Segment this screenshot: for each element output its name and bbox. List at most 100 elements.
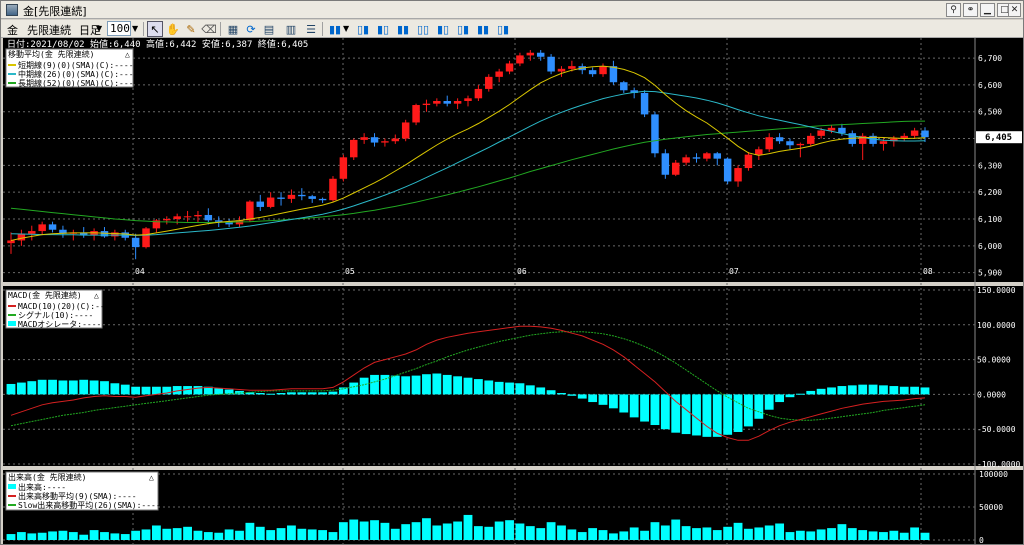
axes-layer: 6,7006,6006,5006,4006,3006,2006,1006,000… bbox=[135, 54, 1022, 544]
volume-axis-tick: 0 bbox=[979, 536, 984, 544]
macd-oscillator-bar bbox=[692, 394, 701, 436]
item-label[interactable]: 金 bbox=[7, 24, 18, 37]
contract-label[interactable]: 先限連続 bbox=[27, 24, 71, 37]
indicator-dropdown-icon[interactable]: ▼ bbox=[343, 24, 350, 33]
macd-oscillator-bar bbox=[588, 394, 598, 403]
volume-bar bbox=[889, 530, 899, 540]
candle-body bbox=[505, 63, 514, 72]
bars-icon-5[interactable]: ▮▯ bbox=[436, 22, 450, 36]
volume-bar bbox=[598, 530, 608, 540]
volume-bar bbox=[588, 528, 598, 540]
volume-bar bbox=[370, 520, 379, 540]
bars-icon-8[interactable]: ▯▮ bbox=[496, 22, 510, 36]
bars-icon-3[interactable]: ▮▮ bbox=[396, 22, 410, 36]
candle-body bbox=[557, 68, 566, 72]
collapse-triangle-icon[interactable]: △ bbox=[125, 50, 130, 59]
legend-volume: 出来高:---- bbox=[18, 482, 66, 492]
volume-bar bbox=[640, 530, 649, 540]
bars-icon-1[interactable]: ▯▮ bbox=[356, 22, 370, 36]
macd-oscillator-bar bbox=[536, 387, 546, 395]
volume-bar bbox=[27, 533, 37, 540]
macd-oscillator-bar bbox=[58, 380, 68, 395]
toolbar-separator bbox=[143, 22, 144, 36]
macd-oscillator-bar bbox=[432, 373, 442, 395]
bars-icon-2[interactable]: ▮▯ bbox=[376, 22, 390, 36]
macd-oscillator-bar bbox=[619, 394, 629, 413]
candle-body bbox=[443, 101, 451, 104]
grid-icon[interactable]: ▤ bbox=[263, 22, 275, 36]
macd-oscillator-bar bbox=[702, 394, 712, 437]
hand-icon[interactable]: ✋ bbox=[166, 22, 180, 36]
volume-bar bbox=[754, 527, 764, 540]
period-dropdown-icon[interactable]: ▼ bbox=[96, 24, 103, 33]
period-label[interactable]: 日足 bbox=[79, 24, 101, 37]
candle-body bbox=[474, 88, 483, 99]
bars-icon-4[interactable]: ▯▯ bbox=[416, 22, 430, 36]
candle-body bbox=[256, 201, 265, 207]
count-dropdown-icon[interactable]: ▼ bbox=[132, 24, 139, 33]
indicator-bars-icon[interactable]: ▮▮ bbox=[328, 22, 342, 36]
volume-legend: 出来高(金 先限連続) △ 出来高:---- 出来高移動平均(9)(SMA):-… bbox=[5, 471, 161, 511]
collapse-triangle-icon[interactable]: △ bbox=[94, 291, 99, 300]
pin-icon[interactable]: ⚲ bbox=[946, 3, 961, 17]
candle-body bbox=[775, 137, 784, 142]
candle-body bbox=[214, 220, 223, 222]
bar-count-input[interactable] bbox=[107, 21, 131, 36]
eraser-icon[interactable]: ⌫ bbox=[201, 22, 217, 36]
bars-icon-7[interactable]: ▮▮ bbox=[476, 22, 490, 36]
toolbar-separator bbox=[220, 22, 221, 36]
candle-body bbox=[485, 76, 493, 89]
candle-body bbox=[827, 127, 836, 131]
candle-body bbox=[651, 114, 659, 154]
legend-volume-ma: 出来高移動平均(9)(SMA):---- bbox=[18, 491, 137, 501]
chart-settings-icon[interactable]: ▦ bbox=[227, 22, 239, 36]
candle-body bbox=[755, 149, 763, 155]
list-icon[interactable]: ☰ bbox=[306, 22, 316, 36]
volume-bar bbox=[723, 526, 733, 540]
pencil-icon[interactable]: ✎ bbox=[186, 22, 196, 36]
candle-body bbox=[79, 232, 88, 236]
candle-body bbox=[287, 194, 296, 199]
ma-mid-line bbox=[10, 90, 926, 236]
price-legend: 移動平均(金 先限連続) △ 短期線(9)(0)(SMA)(C):---- 中期… bbox=[5, 48, 138, 88]
candle-body bbox=[682, 157, 690, 163]
candle-body bbox=[412, 105, 420, 123]
candle-body bbox=[339, 157, 348, 179]
macd-oscillator-bar bbox=[16, 382, 26, 395]
candle-body bbox=[838, 127, 846, 134]
candle-body bbox=[7, 240, 15, 244]
bars-icon-6[interactable]: ▯▮ bbox=[456, 22, 470, 36]
candle-body bbox=[266, 197, 275, 207]
refresh-icon[interactable]: ⟳ bbox=[246, 22, 256, 36]
volume-bar bbox=[287, 525, 296, 540]
candle-body bbox=[723, 158, 732, 182]
macd-oscillator-bar bbox=[37, 379, 47, 395]
volume-bar bbox=[58, 530, 68, 540]
collapse-triangle-icon[interactable]: △ bbox=[149, 473, 154, 482]
candle-body bbox=[807, 135, 815, 144]
candle-body bbox=[453, 101, 462, 104]
chart-area[interactable]: 6,7006,6006,5006,4006,3006,2006,1006,000… bbox=[3, 38, 1023, 544]
volume-bar bbox=[318, 530, 328, 540]
x-axis-tick: 07 bbox=[729, 267, 739, 276]
macd-oscillator-bar bbox=[266, 393, 276, 395]
candle-body bbox=[350, 139, 358, 158]
candle-body bbox=[620, 82, 628, 91]
link-icon[interactable]: ⚭ bbox=[963, 3, 978, 17]
cursor-arrow-icon[interactable]: ↖ bbox=[147, 21, 163, 37]
candle-body bbox=[48, 224, 57, 230]
candle-body bbox=[173, 216, 181, 219]
macd-oscillator-bar bbox=[671, 394, 681, 433]
volume-bar bbox=[536, 528, 546, 540]
candle-body bbox=[879, 141, 888, 144]
volume-bar bbox=[131, 530, 141, 540]
table-icon[interactable]: ▥ bbox=[285, 22, 297, 36]
macd-oscillator-bar bbox=[681, 394, 691, 435]
macd-oscillator-bar bbox=[889, 386, 899, 395]
close-button[interactable]: ✕ bbox=[1008, 3, 1021, 17]
minimize-button[interactable]: ▁ bbox=[980, 3, 995, 17]
macd-oscillator-bar bbox=[79, 379, 89, 395]
price-legend-box bbox=[5, 48, 134, 88]
volume-bar bbox=[525, 526, 535, 540]
